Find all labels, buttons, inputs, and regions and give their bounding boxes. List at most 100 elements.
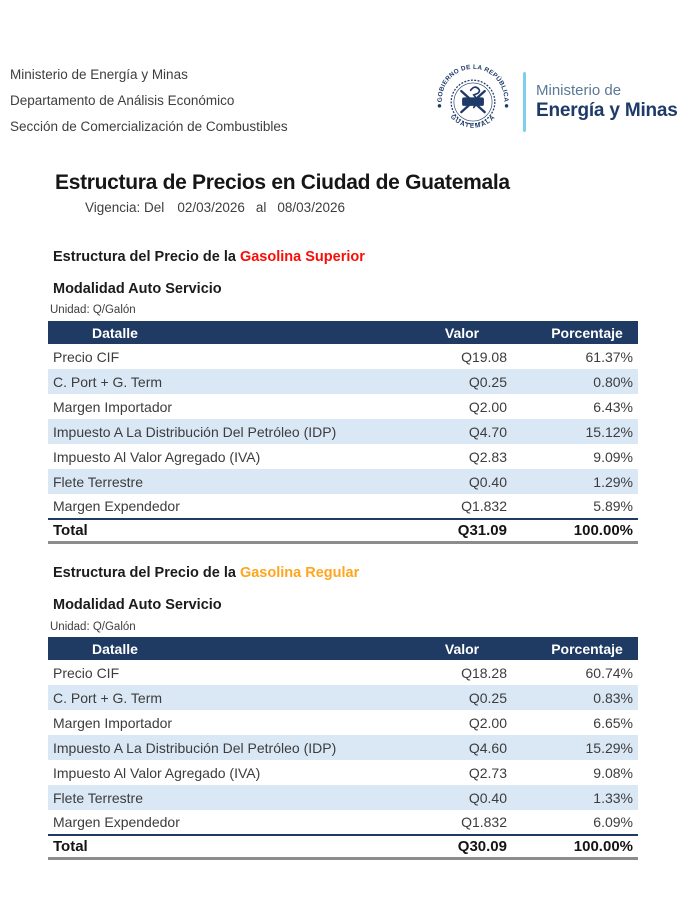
logo-wordmark: Ministerio de Energía y Minas <box>536 82 678 122</box>
wordmark-line1: Ministerio de <box>536 82 622 99</box>
table-cell: 0.83% <box>593 689 633 706</box>
government-seal-icon: GOBIERNO DE LA REPÚBLICA GUATEMALA <box>437 64 509 130</box>
section-heading-prefix: Estructura del Precio de la <box>53 565 240 581</box>
table-cell: Q0.25 <box>468 373 507 390</box>
table-cell: Impuesto A La Distribución Del Petróleo … <box>53 739 337 756</box>
table-cell: Precio CIF <box>53 664 120 681</box>
table-header-row: Datalle Valor Porcentaje <box>48 321 638 344</box>
ministry-logo: GOBIERNO DE LA REPÚBLICA GUATEMALA Minis… <box>434 62 678 142</box>
page-title: Estructura de Precios en Ciudad de Guate… <box>55 171 510 194</box>
table-cell: Q2.83 <box>468 448 507 465</box>
table-row: Impuesto Al Valor Agregado (IVA) Q2.83 9.0… <box>48 444 638 469</box>
table-cell: Margen Importador <box>53 398 173 415</box>
seal-right-dot <box>504 104 509 108</box>
seal-wreath-ring <box>450 79 496 125</box>
table-cell: Q19.08 <box>461 348 507 365</box>
org-line-ministry: Ministerio de Energía y Minas <box>10 67 188 82</box>
validity-line: Vigencia: Del 02/03/2026 al 08/03/2026 <box>85 199 345 217</box>
validity-connector: al <box>255 200 267 215</box>
column-header-percent: Porcentaje <box>516 321 638 344</box>
table-cell: Margen Expendedor <box>53 814 180 830</box>
seal-quetzal <box>469 86 481 109</box>
table-row: Impuesto A La Distribución Del Petróleo … <box>48 419 638 444</box>
table-row: Precio CIF Q19.08 61.37% <box>48 344 638 369</box>
wordmark-line2: Energía y Minas <box>536 100 678 121</box>
seal-left-dot <box>437 104 442 108</box>
table-cell: Q0.40 <box>468 789 507 806</box>
table-cell: C. Port + G. Term <box>53 689 163 706</box>
org-line-department: Departamento de Análisis Económico <box>10 93 235 108</box>
modality-label-regular: Modalidad Auto Servicio <box>53 597 222 613</box>
unit-label-superior: Unidad: Q/Galón <box>50 304 136 316</box>
column-header-detail: Datalle <box>48 637 408 660</box>
price-table-superior: Datalle Valor Porcentaje Precio CIF Q19.0… <box>48 321 638 544</box>
table-cell: Q1.832 <box>461 498 507 514</box>
validity-date-to: 08/03/2026 <box>277 200 345 215</box>
table-row: Precio CIF Q18.28 60.74% <box>48 660 638 685</box>
section-heading-regular: Estructura del Precio de la Gasolina Reg… <box>53 564 359 582</box>
org-line-section: Sección de Comercialización de Combustib… <box>10 119 288 134</box>
total-value: Q31.09 <box>408 518 516 544</box>
table-row: C. Port + G. Term Q0.25 0.80% <box>48 369 638 394</box>
total-label: Total <box>48 834 408 860</box>
column-header-percent: Porcentaje <box>516 637 638 660</box>
table-cell: 15.29% <box>585 739 633 756</box>
table-cell: 6.65% <box>593 714 633 731</box>
validity-date-from: 02/03/2026 <box>177 200 245 215</box>
table-cell: Q4.60 <box>468 739 507 756</box>
table-cell: Q0.40 <box>468 473 507 490</box>
table-cell: Q2.73 <box>468 764 507 781</box>
table-cell: Flete Terrestre <box>53 473 143 490</box>
table-cell: Q4.70 <box>468 423 507 440</box>
table-cell: 15.12% <box>585 423 633 440</box>
table-row: Flete Terrestre Q0.40 1.33% <box>48 785 638 810</box>
logo-divider <box>523 72 526 132</box>
table-cell: 9.09% <box>593 448 633 465</box>
table-cell: Q2.00 <box>468 398 507 415</box>
table-cell: Impuesto Al Valor Agregado (IVA) <box>53 764 261 781</box>
table-row: Margen Expendedor Q1.832 6.09% <box>48 810 638 835</box>
total-row: Total Q31.09 100.00% <box>48 518 638 544</box>
table-row: Margen Importador Q2.00 6.65% <box>48 710 638 735</box>
table-cell: Precio CIF <box>53 348 120 365</box>
seal-scroll <box>462 97 484 106</box>
table-cell: 6.43% <box>593 398 633 415</box>
column-header-value: Valor <box>408 637 516 660</box>
validity-label: Vigencia: Del <box>85 200 165 215</box>
table-row: Impuesto A La Distribución Del Petróleo … <box>48 735 638 760</box>
table-cell: Margen Expendedor <box>53 498 180 514</box>
table-cell: 9.08% <box>593 764 633 781</box>
section-heading-superior: Estructura del Precio de la Gasolina Sup… <box>53 248 365 266</box>
org-header: Ministerio de Energía y Minas Departamen… <box>10 62 288 140</box>
product-name-superior: Gasolina Superior <box>239 249 365 265</box>
unit-label-regular: Unidad: Q/Galón <box>50 621 136 633</box>
table-row: Margen Importador Q2.00 6.43% <box>48 394 638 419</box>
table-header-row: Datalle Valor Porcentaje <box>48 637 638 660</box>
table-cell: 60.74% <box>585 664 633 681</box>
table-cell: 1.29% <box>593 473 633 490</box>
total-percent: 100.00% <box>516 518 638 544</box>
table-cell: Q18.28 <box>461 664 507 681</box>
product-name-regular: Gasolina Regular <box>239 565 360 581</box>
table-cell: 5.89% <box>593 498 633 514</box>
modality-label-superior: Modalidad Auto Servicio <box>53 281 222 297</box>
column-header-value: Valor <box>408 321 516 344</box>
table-cell: 6.09% <box>593 814 633 830</box>
total-label: Total <box>48 518 408 544</box>
table-cell: Q1.832 <box>461 814 507 830</box>
section-heading-prefix: Estructura del Precio de la <box>53 249 240 265</box>
total-value: Q30.09 <box>408 834 516 860</box>
table-cell: 0.80% <box>593 373 633 390</box>
table-row: Flete Terrestre Q0.40 1.29% <box>48 469 638 494</box>
table-cell: Q0.25 <box>468 689 507 706</box>
table-cell: C. Port + G. Term <box>53 373 163 390</box>
price-table-regular: Datalle Valor Porcentaje Precio CIF Q18.2… <box>48 637 638 860</box>
table-row: Margen Expendedor Q1.832 5.89% <box>48 494 638 519</box>
seal-inner-ring <box>453 82 493 122</box>
table-row: C. Port + G. Term Q0.25 0.83% <box>48 685 638 710</box>
table-cell: Impuesto Al Valor Agregado (IVA) <box>53 448 261 465</box>
table-cell: 61.37% <box>585 348 633 365</box>
table-cell: Impuesto A La Distribución Del Petróleo … <box>53 423 337 440</box>
total-row: Total Q30.09 100.00% <box>48 834 638 860</box>
